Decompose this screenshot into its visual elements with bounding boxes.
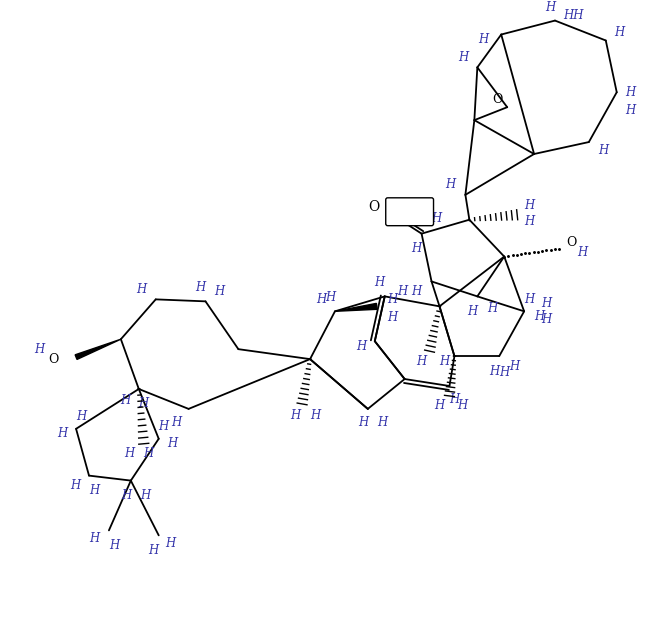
Text: H: H <box>316 293 326 306</box>
Text: H: H <box>541 313 551 326</box>
Text: H: H <box>458 51 469 64</box>
Text: H: H <box>524 215 534 228</box>
Text: H: H <box>378 416 388 429</box>
Text: H: H <box>70 479 80 492</box>
Text: H: H <box>137 283 147 296</box>
Text: H: H <box>89 532 99 545</box>
Text: H: H <box>310 409 320 423</box>
Text: Abs: Abs <box>399 205 421 218</box>
Text: H: H <box>509 360 519 373</box>
Text: H: H <box>172 416 181 429</box>
Text: O: O <box>492 93 502 106</box>
Text: H: H <box>325 291 335 304</box>
Text: O: O <box>567 236 577 249</box>
Text: H: H <box>214 285 225 298</box>
Text: H: H <box>388 311 398 324</box>
Text: H: H <box>397 285 408 298</box>
Text: H: H <box>445 178 456 191</box>
Text: H: H <box>457 399 467 412</box>
Text: H: H <box>625 104 636 117</box>
Text: H: H <box>148 544 159 557</box>
Text: H: H <box>467 305 478 318</box>
Text: H: H <box>487 302 498 315</box>
Text: H: H <box>165 537 176 550</box>
Text: H: H <box>168 437 178 450</box>
Text: H: H <box>432 212 442 225</box>
Text: O: O <box>368 200 380 213</box>
Text: H: H <box>89 484 99 497</box>
Text: H: H <box>489 365 500 378</box>
Text: H: H <box>524 199 534 212</box>
Text: H: H <box>478 33 489 46</box>
Text: H: H <box>524 293 534 306</box>
Text: H: H <box>76 410 86 423</box>
Text: H: H <box>144 447 154 460</box>
Text: H: H <box>139 397 149 410</box>
Text: H: H <box>597 144 608 157</box>
Text: H: H <box>541 297 551 310</box>
Text: H: H <box>411 285 422 298</box>
Polygon shape <box>75 339 121 360</box>
Text: H: H <box>614 26 625 39</box>
Text: H: H <box>375 276 385 289</box>
Text: H: H <box>534 310 544 323</box>
Text: H: H <box>439 355 450 368</box>
Text: H: H <box>57 428 67 441</box>
Text: H: H <box>449 394 459 407</box>
Text: H: H <box>545 1 555 14</box>
Text: H: H <box>109 539 119 552</box>
Text: H: H <box>121 489 131 502</box>
Text: H: H <box>356 340 366 353</box>
Text: H: H <box>196 281 205 294</box>
Text: H: H <box>358 416 368 429</box>
Text: H: H <box>290 409 300 423</box>
FancyBboxPatch shape <box>386 198 434 226</box>
Text: H: H <box>159 420 169 433</box>
Polygon shape <box>335 304 377 312</box>
Text: O: O <box>48 352 58 366</box>
Text: H: H <box>625 86 636 99</box>
Text: HH: HH <box>562 9 583 22</box>
Text: H: H <box>141 489 151 502</box>
Text: H: H <box>34 342 44 355</box>
Text: H: H <box>124 447 134 460</box>
Text: H: H <box>120 394 130 407</box>
Text: H: H <box>411 242 422 255</box>
Text: H: H <box>499 365 509 379</box>
Text: H: H <box>417 355 426 368</box>
Text: H: H <box>388 293 398 306</box>
Text: H: H <box>434 399 445 412</box>
Text: H: H <box>577 246 587 259</box>
